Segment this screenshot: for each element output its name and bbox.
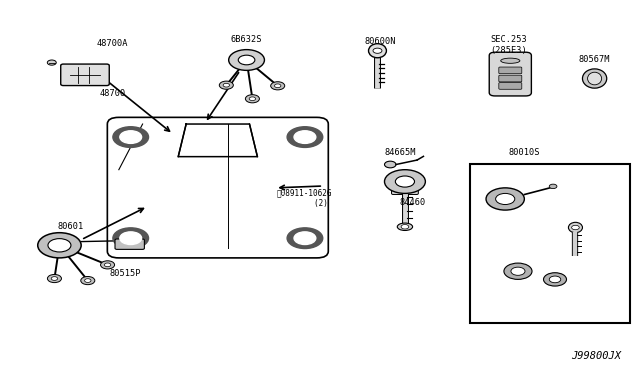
FancyBboxPatch shape [115,239,145,249]
Circle shape [275,84,281,88]
FancyBboxPatch shape [499,67,522,74]
Circle shape [249,97,255,100]
Circle shape [120,232,141,244]
Circle shape [81,276,95,285]
FancyBboxPatch shape [499,75,522,82]
FancyBboxPatch shape [61,64,109,86]
Text: Ⓑ08911-1062G
        (2): Ⓑ08911-1062G (2) [276,188,332,208]
FancyBboxPatch shape [499,83,522,89]
Circle shape [287,127,323,147]
Circle shape [48,238,71,252]
Text: 48700A: 48700A [97,39,128,48]
FancyBboxPatch shape [108,117,328,258]
Text: SEC.253
(285E3): SEC.253 (285E3) [490,35,527,55]
FancyBboxPatch shape [392,181,419,195]
Text: 6B632S: 6B632S [231,35,262,44]
Ellipse shape [582,69,607,88]
Bar [470,164,630,323]
Circle shape [238,55,255,65]
Text: 80515P: 80515P [109,269,141,278]
Circle shape [220,81,234,89]
Circle shape [228,49,264,70]
Circle shape [271,82,285,90]
Circle shape [100,261,115,269]
FancyBboxPatch shape [489,52,531,96]
Text: 48700: 48700 [99,89,125,98]
Circle shape [113,127,148,147]
Ellipse shape [397,223,413,231]
Circle shape [51,277,58,280]
Ellipse shape [369,44,387,58]
Text: 80601: 80601 [58,222,84,231]
Circle shape [373,48,382,53]
Circle shape [504,263,532,279]
Circle shape [113,228,148,248]
Circle shape [38,233,81,258]
Circle shape [294,131,316,143]
Text: 84460: 84460 [399,198,426,207]
Circle shape [511,267,525,275]
Ellipse shape [568,222,582,233]
Circle shape [486,188,524,210]
Circle shape [401,225,409,229]
Circle shape [385,161,396,168]
Circle shape [385,170,426,193]
Ellipse shape [500,58,520,63]
Circle shape [543,273,566,286]
Ellipse shape [588,72,602,85]
Circle shape [572,225,579,230]
Text: 80600N: 80600N [365,37,396,46]
Polygon shape [178,124,257,157]
Circle shape [495,193,515,205]
Circle shape [104,263,111,267]
Circle shape [294,232,316,244]
Text: 80010S: 80010S [509,148,540,157]
Text: J99800JX: J99800JX [572,351,621,361]
Circle shape [245,95,259,103]
Circle shape [549,276,561,283]
Circle shape [396,176,415,187]
Circle shape [223,83,230,87]
Text: 80567M: 80567M [579,55,611,64]
Circle shape [84,279,91,282]
Circle shape [47,60,56,65]
Circle shape [47,275,61,283]
Circle shape [549,184,557,189]
Text: 84665M: 84665M [384,148,415,157]
Circle shape [287,228,323,248]
Circle shape [120,131,141,143]
